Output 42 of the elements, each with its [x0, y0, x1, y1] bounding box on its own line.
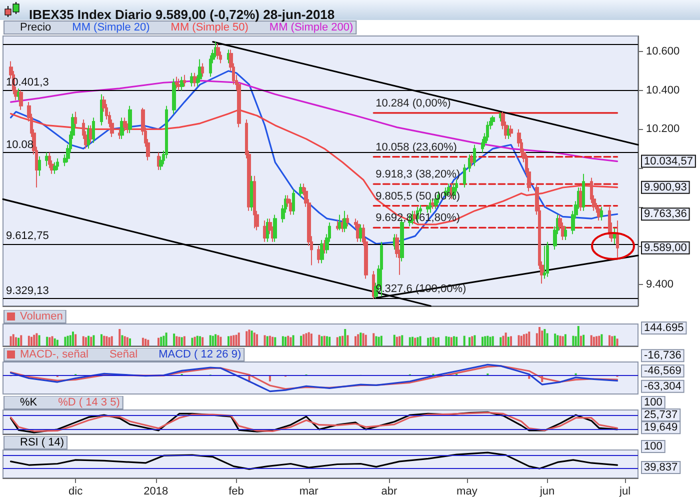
series-label: %K [20, 396, 38, 408]
x-tick-label: dic [68, 486, 84, 498]
y-tick-label: 9.400 [646, 278, 674, 291]
x-tick-label: abr [381, 486, 398, 498]
x-tick-label: may [456, 486, 478, 498]
annotation: 9.918,3 (38,20%) [376, 168, 460, 181]
text: 25,737 [644, 409, 678, 421]
series-label: Señal [109, 348, 138, 360]
text: MM (Simple 200) [269, 22, 354, 34]
text: 100 [644, 440, 662, 452]
annotation: 10.058 (23,60%) [376, 141, 457, 154]
legend-label: Volumen [20, 310, 63, 322]
text: 19,649 [644, 422, 678, 434]
annotation: 10.034,57 [644, 155, 693, 168]
text: -46,569 [644, 365, 682, 377]
x-tick-label: 2018 [144, 486, 168, 498]
text: MM (Simple 50) [170, 22, 248, 34]
annotation: 9.763,36 [644, 208, 687, 220]
y-tick-label: 10.200 [646, 123, 680, 136]
text: MM (Simple 20) [72, 22, 150, 34]
annotation: 9.589,00 [644, 242, 687, 254]
series-label: %D ( 14 3 5) [58, 396, 120, 408]
legend-label: MACD-, señal [20, 348, 88, 360]
annotation: 9.900,93 [644, 181, 687, 194]
annotation: 10.284 (0,00%) [376, 97, 451, 110]
ref-line-label: 9.612,75 [6, 230, 49, 242]
chart-title: IBEX35 Index Diario 9.589,00 (-0,72%) 28-jun-2018 [29, 7, 335, 22]
x-tick-label: jul [618, 486, 631, 498]
text: 39,837 [644, 462, 678, 474]
text: -16,736 [644, 350, 682, 362]
text: 100 [644, 396, 662, 408]
x-tick-label: jun [538, 486, 555, 498]
ref-line-label: 9.329,13 [6, 284, 49, 297]
legend-label: Precio [20, 22, 52, 34]
series-label: MACD ( 12 26 9) [158, 348, 242, 360]
x-tick-label: feb [228, 486, 244, 498]
y-tick-label: 10.400 [646, 84, 680, 96]
y-tick-label: 10.600 [646, 46, 680, 58]
text: 144.695 [644, 322, 684, 334]
x-tick-label: mar [299, 486, 319, 498]
series-label: RSI ( 14) [20, 436, 64, 448]
text: -63,304 [644, 380, 682, 392]
